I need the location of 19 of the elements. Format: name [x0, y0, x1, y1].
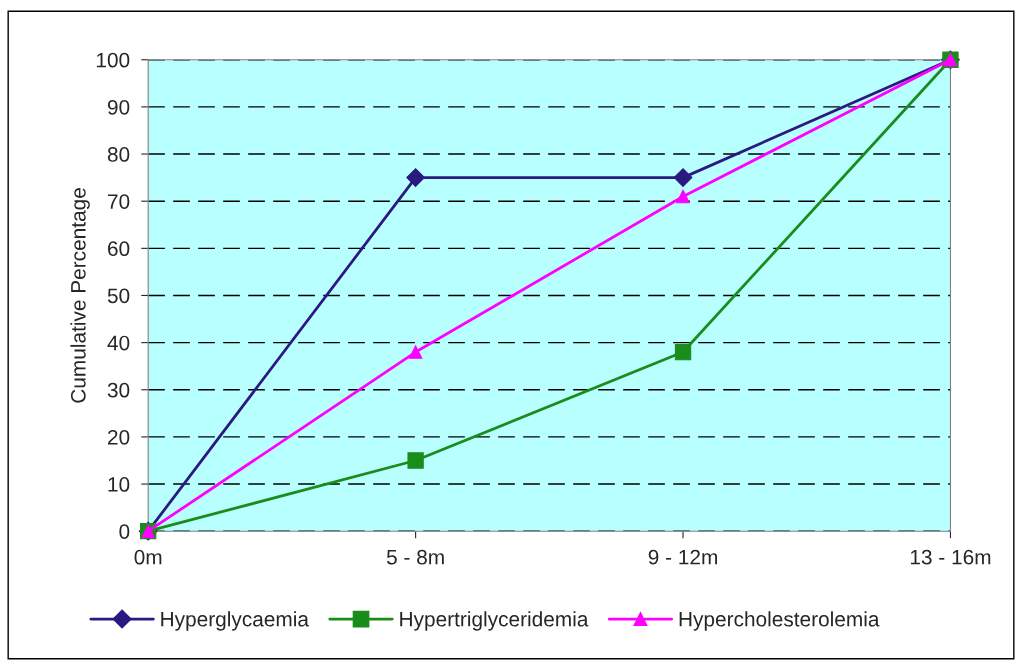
y-tick-label: 90 — [107, 99, 130, 115]
legend-label: Hyperglycaemia — [161, 611, 309, 631]
y-tick-label: 20 — [108, 429, 130, 445]
legend-label: Hypertriglyceridemia — [400, 611, 589, 631]
x-tick-label: 0m — [134, 549, 162, 565]
legend-label: Hypercholesterolemia — [679, 611, 880, 631]
y-tick-label: 30 — [107, 382, 130, 398]
y-tick-label: 70 — [108, 194, 130, 209]
x-tick-label: 5 - 8m — [386, 549, 444, 565]
y-tick-label: 50 — [107, 288, 130, 304]
y-tick-label: 0 — [119, 524, 130, 539]
y-tick-label: 60 — [108, 241, 130, 257]
y-tick-label: 10 — [108, 477, 130, 492]
y-axis-title: Cumulative Percentage — [70, 188, 90, 403]
x-tick-label: 9 - 12m — [648, 549, 717, 565]
y-tick-label: 100 — [96, 52, 130, 68]
y-tick-label: 80 — [107, 147, 130, 162]
y-tick-label: 40 — [107, 335, 130, 351]
x-tick-label: 13 - 16m — [910, 549, 991, 565]
